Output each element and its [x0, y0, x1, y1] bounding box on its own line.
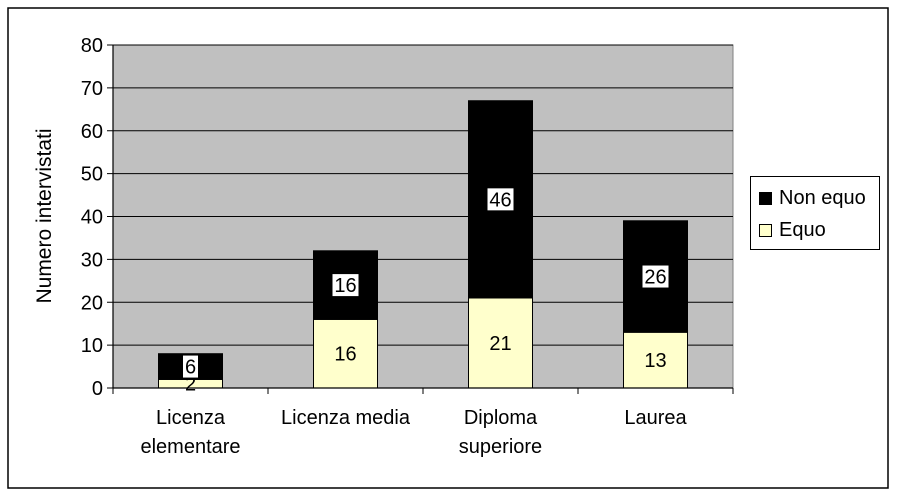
legend-item-equo: Equo — [759, 218, 826, 242]
x-tick-label: Diploma superiore — [459, 407, 542, 458]
axes: 0 10 20 30 40 50 60 70 80 Licenza elementare Licenz… — [81, 35, 734, 458]
y-tick-label: 30 — [81, 249, 103, 271]
y-tick-label: 70 — [81, 78, 103, 100]
data-label: 26 — [644, 267, 666, 289]
data-label-bg — [183, 355, 198, 378]
grid-lines — [113, 44, 733, 346]
data-label: 16 — [334, 344, 356, 366]
y-tick-label: 80 — [81, 35, 103, 57]
legend-label-non-equo: Non equo — [779, 186, 866, 209]
data-label-bg — [642, 265, 669, 288]
data-label-bg — [487, 188, 514, 211]
data-label: 13 — [644, 350, 666, 372]
data-label: 2 — [185, 374, 196, 396]
data-label: 6 — [185, 357, 196, 379]
y-tick-label: 60 — [81, 121, 103, 143]
y-tick-label: 10 — [81, 335, 103, 357]
legend-swatch-non-equo — [759, 191, 772, 205]
legend-swatch-equo — [759, 223, 772, 237]
y-tick-label: 40 — [81, 207, 103, 229]
y-axis-label: Numero intervistati — [33, 128, 56, 303]
data-label: 16 — [334, 275, 356, 297]
x-tick-label: Licenza media — [281, 407, 411, 429]
x-tick-label: Laurea — [624, 407, 687, 429]
data-label-bg — [332, 274, 359, 297]
bars: 26 16 16 21 46 13 26 — [158, 100, 688, 396]
bar-equo — [468, 297, 533, 389]
y-tick-label: 0 — [92, 378, 103, 400]
legend: Non equo Equo — [750, 176, 880, 250]
legend-label-equo: Equo — [779, 218, 826, 241]
y-tick-label: 50 — [81, 164, 103, 186]
y-tick-label: 20 — [81, 292, 103, 314]
data-label: 46 — [489, 189, 511, 211]
legend-item-non-equo: Non equo — [759, 186, 866, 210]
x-tick-label: Licenza elementare — [140, 407, 240, 458]
data-label: 21 — [489, 333, 511, 355]
